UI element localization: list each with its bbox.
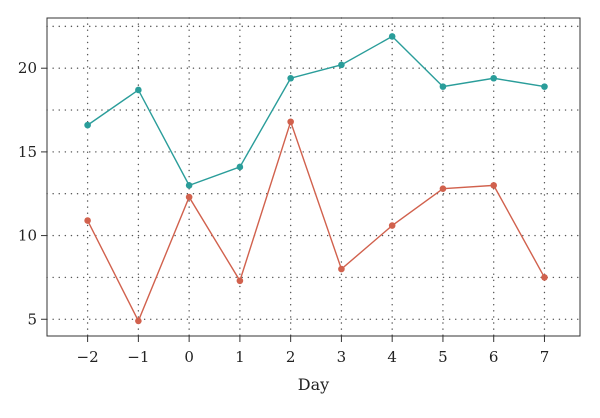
series-layer bbox=[84, 33, 548, 325]
x-tick-label: 0 bbox=[184, 348, 194, 366]
data-point bbox=[338, 265, 345, 273]
data-point bbox=[490, 182, 498, 189]
series-1 bbox=[84, 33, 548, 189]
data-point bbox=[236, 163, 244, 171]
x-tick-label: 7 bbox=[540, 348, 550, 366]
y-tick-label: 5 bbox=[27, 310, 37, 328]
data-point bbox=[135, 86, 142, 94]
data-point bbox=[541, 83, 548, 90]
data-point bbox=[287, 118, 294, 126]
data-point bbox=[541, 274, 548, 281]
data-point bbox=[135, 317, 142, 325]
data-point bbox=[388, 33, 396, 40]
x-tick-label: 6 bbox=[489, 348, 499, 366]
x-tick-label: 4 bbox=[387, 348, 397, 366]
x-tick-label: −2 bbox=[77, 348, 99, 366]
data-point bbox=[388, 222, 396, 229]
series-line bbox=[87, 35, 545, 187]
series-line bbox=[86, 119, 546, 323]
y-axis: 5 10 15 20 bbox=[18, 59, 47, 328]
x-axis: −2 −1 0 1 2 3 4 5 6 7 bbox=[77, 336, 550, 366]
data-point bbox=[287, 74, 294, 82]
data-point bbox=[185, 182, 193, 189]
y-tick-label: 10 bbox=[18, 227, 37, 245]
data-point bbox=[84, 217, 91, 224]
x-tick-label: 5 bbox=[438, 348, 448, 366]
series-2 bbox=[84, 118, 548, 325]
x-tick-label: 1 bbox=[235, 348, 245, 366]
x-axis-title: Day bbox=[298, 375, 329, 394]
data-point bbox=[490, 74, 498, 82]
y-tick-label: 15 bbox=[18, 143, 37, 161]
data-point bbox=[338, 61, 345, 69]
x-tick-label: 2 bbox=[286, 348, 296, 366]
x-tick-label: −1 bbox=[127, 348, 149, 366]
data-point bbox=[439, 185, 447, 193]
data-point bbox=[84, 121, 91, 129]
plot-frame bbox=[46, 17, 581, 337]
data-point bbox=[185, 193, 193, 201]
data-point bbox=[439, 83, 447, 90]
y-tick-label: 20 bbox=[18, 59, 37, 77]
grid bbox=[46, 17, 581, 337]
data-point bbox=[236, 277, 244, 285]
x-tick-label: 3 bbox=[337, 348, 347, 366]
